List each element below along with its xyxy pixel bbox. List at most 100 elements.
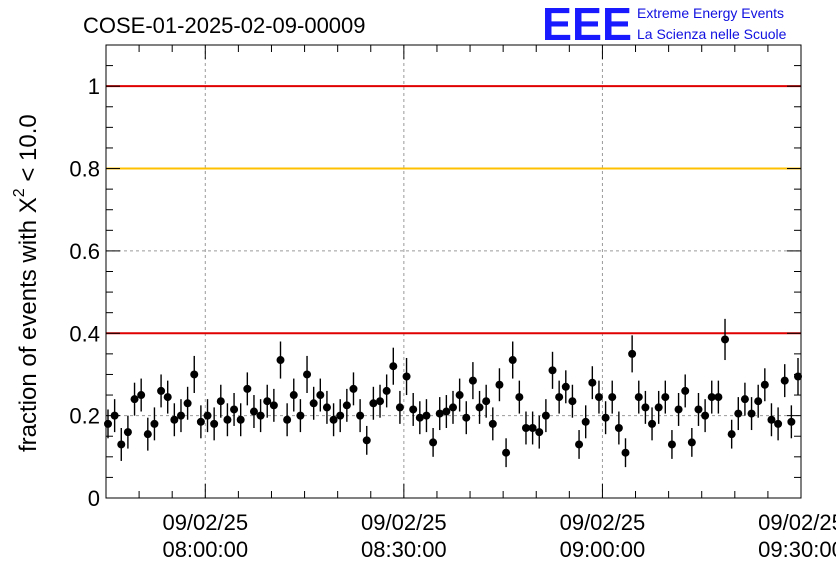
data-point — [641, 403, 650, 412]
data-point — [747, 409, 756, 418]
y-axis-label-prefix: fraction of events with — [15, 213, 42, 452]
chart-title: COSE-01-2025-02-09-00009 — [83, 13, 366, 38]
y-tick-label-3: 0.6 — [69, 239, 100, 264]
data-point — [429, 438, 438, 447]
data-point — [740, 395, 749, 404]
data-point — [462, 413, 471, 422]
data-point — [681, 386, 690, 395]
data-point — [283, 415, 292, 424]
axis-layer: 00.20.40.60.8109/02/2508:00:0009/02/2508… — [69, 44, 836, 562]
data-point — [521, 423, 530, 432]
data-point — [356, 411, 365, 420]
x-tick-date-2: 09/02/25 — [560, 510, 646, 535]
data-point — [409, 405, 418, 414]
data-point — [402, 372, 411, 381]
data-point — [296, 411, 305, 420]
data-point — [117, 440, 126, 449]
data-point — [535, 428, 544, 437]
logo-letters: EEE — [542, 0, 632, 50]
data-point — [654, 403, 663, 412]
y-tick-label-1: 0.2 — [69, 404, 100, 429]
data-point — [754, 397, 763, 406]
x-tick-time-2: 09:00:00 — [560, 537, 646, 562]
data-point — [176, 411, 185, 420]
x-tick-time-0: 08:00:00 — [162, 537, 248, 562]
data-point — [482, 397, 491, 406]
data-point — [435, 409, 444, 418]
data-point — [276, 356, 285, 365]
y-axis-label: fraction of events with X2 < 10.0 — [11, 114, 42, 452]
data-point — [130, 395, 139, 404]
data-point — [196, 417, 205, 426]
data-point — [502, 448, 511, 457]
data-points — [104, 318, 802, 468]
data-point — [515, 393, 524, 402]
data-point — [316, 391, 325, 400]
data-point — [734, 409, 743, 418]
y-axis-label-symbol: X — [15, 197, 42, 213]
x-tick-time-1: 08:30:00 — [361, 537, 447, 562]
data-point — [575, 440, 584, 449]
logo-line2: La Scienza nelle Scuole — [637, 26, 787, 42]
data-point — [190, 370, 199, 379]
data-point — [488, 419, 497, 428]
reference-lines — [106, 85, 801, 335]
data-point — [674, 405, 683, 414]
data-point — [628, 349, 637, 358]
data-point — [362, 436, 371, 445]
data-point — [104, 419, 112, 428]
y-axis-label-exponent: 2 — [11, 188, 28, 197]
data-point — [210, 419, 219, 428]
data-point — [230, 405, 239, 414]
data-point — [382, 386, 391, 395]
data-point — [376, 397, 385, 406]
data-point — [568, 397, 577, 406]
data-point — [588, 378, 597, 387]
data-point — [342, 401, 351, 410]
data-point — [614, 423, 623, 432]
data-point — [309, 399, 318, 408]
data-point — [787, 417, 796, 426]
data-point — [687, 438, 696, 447]
data-point — [422, 411, 431, 420]
data-point — [661, 393, 670, 402]
y-tick-label-4: 0.8 — [69, 157, 100, 182]
logo-line1: Extreme Energy Events — [637, 5, 784, 21]
data-point — [243, 384, 252, 393]
data-point — [349, 384, 358, 393]
data-point — [163, 393, 172, 402]
data-point — [389, 362, 398, 371]
data-point — [475, 403, 484, 412]
plot-frame — [105, 44, 802, 499]
data-point — [555, 393, 564, 402]
data-point — [508, 356, 517, 365]
data-point — [203, 411, 212, 420]
y-tick-label-0: 0 — [88, 486, 100, 511]
data-point — [123, 428, 132, 437]
data-point — [634, 393, 643, 402]
data-point — [601, 413, 610, 422]
data-point — [528, 423, 537, 432]
data-point — [561, 382, 570, 391]
data-point — [760, 380, 769, 389]
data-point — [223, 415, 232, 424]
data-point — [548, 366, 557, 375]
data-point — [249, 407, 258, 416]
data-point — [269, 401, 278, 410]
data-point — [621, 448, 630, 457]
data-point — [170, 415, 179, 424]
data-point — [157, 386, 166, 395]
data-point — [774, 419, 783, 428]
eee-logo: EEE Extreme Energy Events La Scienza nel… — [542, 0, 787, 50]
data-point — [701, 411, 710, 420]
data-point — [780, 376, 789, 385]
x-tick-time-3: 09:30:00 — [758, 537, 836, 562]
data-point — [455, 391, 464, 400]
data-point — [395, 403, 404, 412]
data-point — [263, 397, 272, 406]
data-point — [721, 335, 730, 344]
data-point — [707, 393, 716, 402]
data-point — [449, 403, 457, 412]
data-point — [137, 391, 146, 400]
